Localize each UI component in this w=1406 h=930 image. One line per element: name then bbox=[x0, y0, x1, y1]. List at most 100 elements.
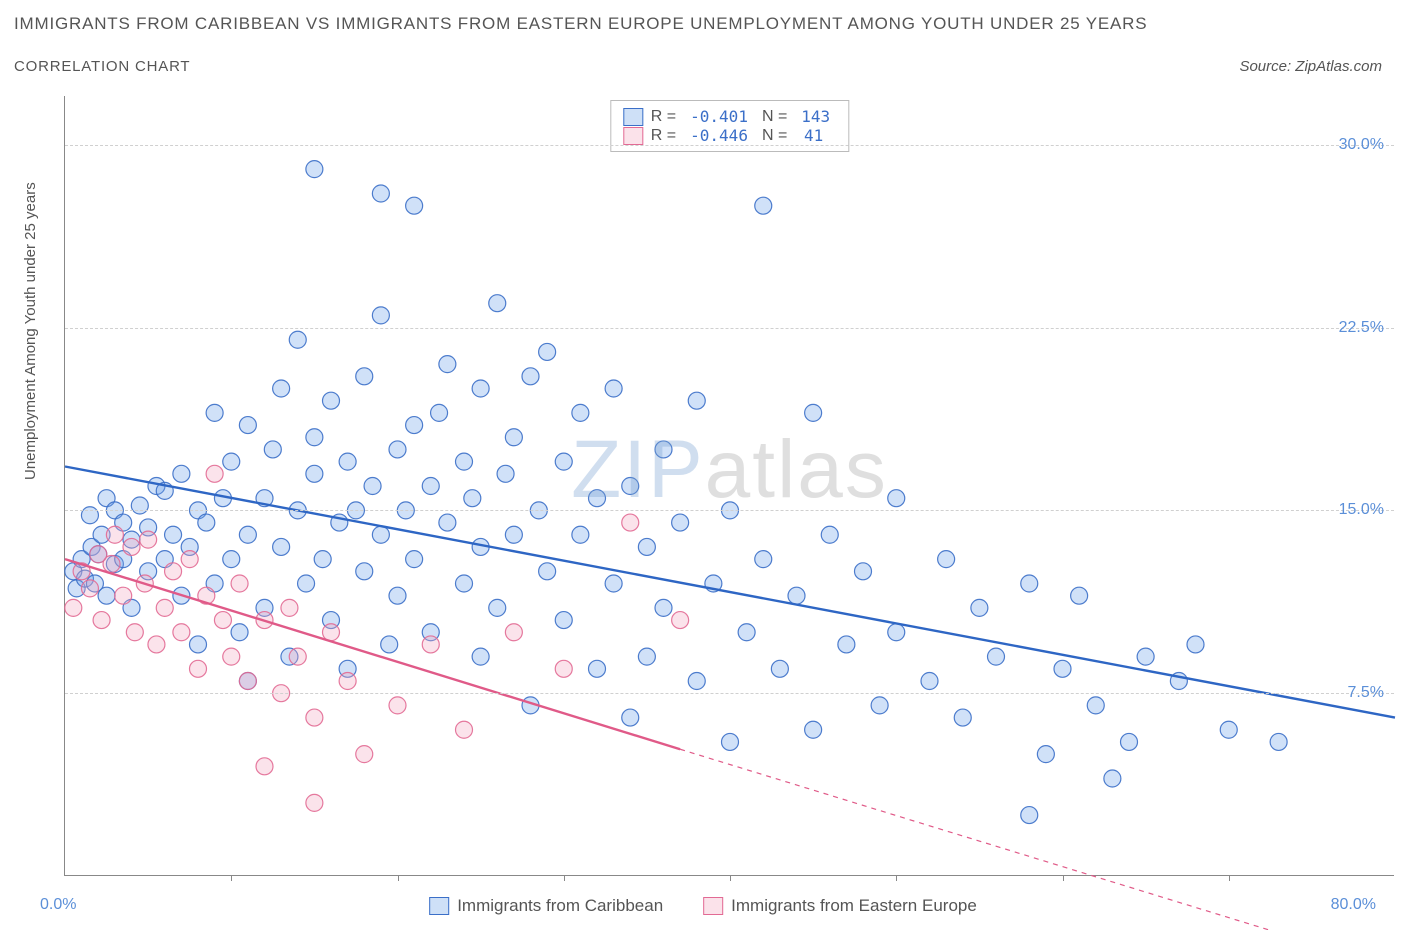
data-point-caribbean bbox=[339, 453, 356, 470]
data-point-caribbean bbox=[1054, 660, 1071, 677]
data-point-caribbean bbox=[273, 380, 290, 397]
data-point-eastern_europe bbox=[181, 551, 198, 568]
data-point-eastern_europe bbox=[156, 599, 173, 616]
data-point-eastern_europe bbox=[356, 746, 373, 763]
x-tick bbox=[896, 875, 897, 881]
data-point-caribbean bbox=[165, 526, 182, 543]
data-point-eastern_europe bbox=[81, 580, 98, 597]
data-point-caribbean bbox=[771, 660, 788, 677]
data-point-eastern_europe bbox=[165, 563, 182, 580]
data-point-eastern_europe bbox=[106, 526, 123, 543]
data-point-caribbean bbox=[372, 185, 389, 202]
data-point-caribbean bbox=[489, 599, 506, 616]
data-point-caribbean bbox=[638, 648, 655, 665]
data-point-caribbean bbox=[688, 673, 705, 690]
data-point-caribbean bbox=[239, 417, 256, 434]
data-point-caribbean bbox=[131, 497, 148, 514]
data-point-caribbean bbox=[464, 490, 481, 507]
y-tick-label: 7.5% bbox=[1348, 684, 1384, 702]
gridline bbox=[65, 328, 1394, 329]
scatter-plot-svg bbox=[65, 96, 1394, 875]
data-point-caribbean bbox=[406, 551, 423, 568]
x-axis-max-label: 80.0% bbox=[1331, 896, 1376, 914]
legend-r-value-eastern_europe: -0.446 bbox=[684, 126, 754, 145]
data-point-caribbean bbox=[456, 575, 473, 592]
data-point-caribbean bbox=[589, 660, 606, 677]
data-point-eastern_europe bbox=[456, 721, 473, 738]
data-point-caribbean bbox=[306, 161, 323, 178]
legend-swatch-caribbean bbox=[429, 897, 449, 915]
legend-r-label: R = bbox=[651, 108, 676, 126]
x-axis-min-label: 0.0% bbox=[40, 896, 76, 914]
data-point-caribbean bbox=[638, 538, 655, 555]
data-point-caribbean bbox=[605, 380, 622, 397]
data-point-caribbean bbox=[1187, 636, 1204, 653]
data-point-caribbean bbox=[223, 551, 240, 568]
data-point-eastern_europe bbox=[214, 612, 231, 629]
legend-n-label: N = bbox=[762, 127, 787, 145]
data-point-caribbean bbox=[372, 526, 389, 543]
data-point-eastern_europe bbox=[126, 624, 143, 641]
data-point-caribbean bbox=[439, 356, 456, 373]
data-point-caribbean bbox=[821, 526, 838, 543]
data-point-caribbean bbox=[572, 404, 589, 421]
chart-title: IMMIGRANTS FROM CARIBBEAN VS IMMIGRANTS … bbox=[14, 14, 1147, 34]
x-tick bbox=[1229, 875, 1230, 881]
data-point-caribbean bbox=[381, 636, 398, 653]
data-point-eastern_europe bbox=[622, 514, 639, 531]
data-point-caribbean bbox=[356, 368, 373, 385]
data-point-eastern_europe bbox=[239, 673, 256, 690]
data-point-caribbean bbox=[1121, 733, 1138, 750]
data-point-caribbean bbox=[589, 490, 606, 507]
data-point-eastern_europe bbox=[389, 697, 406, 714]
data-point-caribbean bbox=[1021, 807, 1038, 824]
x-tick bbox=[730, 875, 731, 881]
legend-swatch-eastern_europe bbox=[623, 127, 643, 145]
data-point-eastern_europe bbox=[223, 648, 240, 665]
y-tick-label: 15.0% bbox=[1339, 501, 1384, 519]
legend-r-label: R = bbox=[651, 127, 676, 145]
data-point-caribbean bbox=[755, 197, 772, 214]
data-point-caribbean bbox=[1021, 575, 1038, 592]
data-point-caribbean bbox=[1087, 697, 1104, 714]
legend-swatch-caribbean bbox=[623, 108, 643, 126]
x-tick bbox=[398, 875, 399, 881]
data-point-caribbean bbox=[572, 526, 589, 543]
data-point-caribbean bbox=[1037, 746, 1054, 763]
data-point-caribbean bbox=[289, 331, 306, 348]
data-point-caribbean bbox=[838, 636, 855, 653]
legend-bottom: Immigrants from CaribbeanImmigrants from… bbox=[429, 896, 977, 916]
legend-n-value-eastern_europe: 41 bbox=[795, 126, 829, 145]
data-point-caribbean bbox=[805, 721, 822, 738]
data-point-caribbean bbox=[888, 490, 905, 507]
data-point-eastern_europe bbox=[93, 612, 110, 629]
chart-subtitle: CORRELATION CHART bbox=[14, 58, 190, 75]
data-point-eastern_europe bbox=[231, 575, 248, 592]
data-point-caribbean bbox=[472, 380, 489, 397]
data-point-eastern_europe bbox=[306, 794, 323, 811]
data-point-eastern_europe bbox=[140, 531, 157, 548]
data-point-eastern_europe bbox=[555, 660, 572, 677]
data-point-caribbean bbox=[298, 575, 315, 592]
gridline bbox=[65, 693, 1394, 694]
data-point-caribbean bbox=[722, 733, 739, 750]
data-point-caribbean bbox=[655, 599, 672, 616]
data-point-caribbean bbox=[364, 478, 381, 495]
data-point-caribbean bbox=[198, 514, 215, 531]
data-point-eastern_europe bbox=[65, 599, 82, 616]
legend-swatch-eastern_europe bbox=[703, 897, 723, 915]
legend-item-caribbean: Immigrants from Caribbean bbox=[429, 896, 663, 916]
data-point-caribbean bbox=[456, 453, 473, 470]
data-point-eastern_europe bbox=[115, 587, 132, 604]
data-point-caribbean bbox=[871, 697, 888, 714]
data-point-caribbean bbox=[655, 441, 672, 458]
data-point-caribbean bbox=[231, 624, 248, 641]
data-point-caribbean bbox=[505, 429, 522, 446]
data-point-caribbean bbox=[1220, 721, 1237, 738]
data-point-caribbean bbox=[422, 478, 439, 495]
gridline bbox=[65, 510, 1394, 511]
x-tick bbox=[564, 875, 565, 881]
y-axis-label: Unemployment Among Youth under 25 years bbox=[22, 182, 39, 480]
data-point-caribbean bbox=[555, 453, 572, 470]
data-point-caribbean bbox=[539, 563, 556, 580]
